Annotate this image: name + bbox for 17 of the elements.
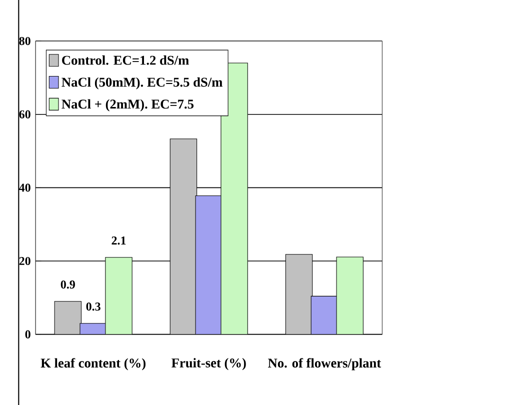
y-tick-label: 0 bbox=[25, 330, 30, 338]
x-tick-label: No. of flowers/plant bbox=[268, 358, 382, 370]
x-tick-label: Fruit-set (%) bbox=[172, 358, 246, 370]
y-tick-label: 20 bbox=[19, 256, 30, 266]
bar bbox=[220, 63, 248, 334]
annotation: 2.1 bbox=[112, 236, 126, 245]
y-tick-label: 40 bbox=[19, 184, 30, 192]
bar bbox=[105, 257, 132, 334]
bar bbox=[336, 256, 364, 334]
y-tick-label: 80 bbox=[19, 36, 30, 46]
annotation: 0.9 bbox=[60, 280, 75, 289]
legend-label: NaCl + (2mM). EC=7.5 bbox=[62, 99, 194, 112]
legend-label: NaCl (50mM). EC=5.5 dS/m bbox=[62, 77, 222, 90]
x-tick-label: K leaf content (%) bbox=[40, 358, 146, 370]
annotation: 0.3 bbox=[86, 302, 100, 311]
legend-label: Control. EC=1.2 dS/m bbox=[62, 55, 189, 65]
y-tick-label: 60 bbox=[19, 110, 30, 118]
